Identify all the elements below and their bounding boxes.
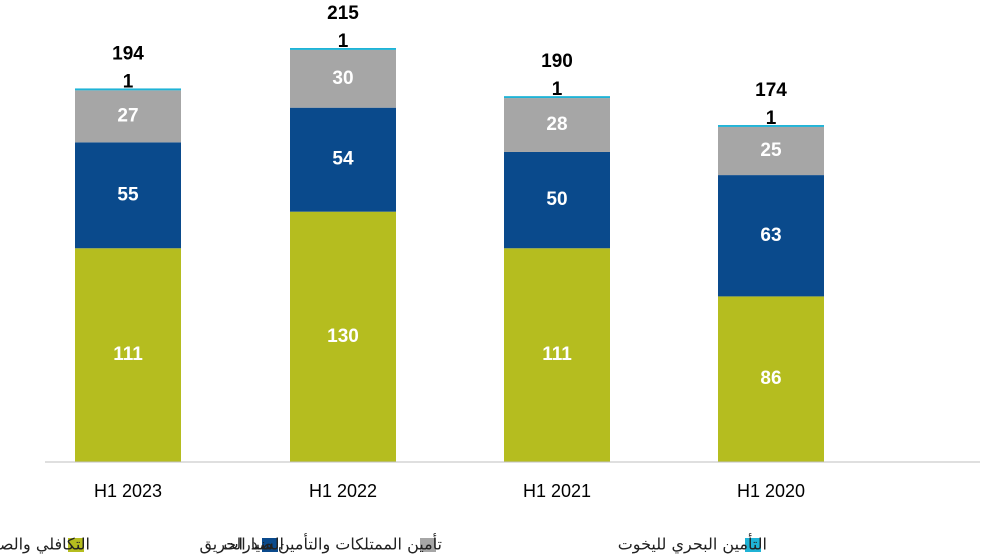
legend-label: التأمين البحري لليخوت — [618, 533, 767, 555]
bar-segment — [75, 90, 181, 143]
legend-swatch — [68, 538, 84, 552]
bar-segment — [290, 48, 396, 50]
total-label: 190 — [541, 51, 573, 72]
value-label: 27 — [117, 105, 138, 126]
legend-label: السيارات — [223, 535, 284, 555]
legend-swatch — [262, 538, 278, 552]
bar-segment — [75, 88, 181, 91]
bar-segment — [718, 175, 824, 297]
legend-swatch — [420, 538, 436, 552]
value-label: 50 — [546, 189, 567, 210]
bar-segment — [75, 142, 181, 249]
bar-segment — [718, 126, 824, 176]
bar-segment — [718, 296, 824, 462]
value-label: 1 — [338, 31, 349, 52]
value-label: 111 — [113, 344, 143, 365]
x-tick-label: H1 2021 — [523, 481, 591, 501]
value-label: 30 — [332, 68, 353, 89]
total-label: 194 — [112, 43, 144, 64]
x-tick-label: H1 2020 — [737, 481, 805, 501]
x-tick-label: H1 2022 — [309, 481, 377, 501]
value-label: 86 — [760, 368, 781, 389]
bar-segment — [290, 211, 396, 462]
value-label: 130 — [327, 326, 359, 347]
value-label: 1 — [552, 79, 563, 100]
x-tick-label: H1 2023 — [94, 481, 162, 501]
value-label: 1 — [766, 108, 777, 129]
bar-segment — [290, 49, 396, 108]
value-label: 63 — [760, 225, 781, 246]
value-label: 25 — [760, 140, 782, 161]
legend-swatch — [745, 538, 761, 552]
bar-segment — [290, 107, 396, 212]
value-label: 1 — [123, 71, 134, 92]
value-label: 55 — [117, 184, 139, 205]
value-label: 28 — [546, 114, 567, 135]
legend-label: تأمين الممتلكات والتأمين ضد الحريق — [199, 533, 442, 555]
total-label: 215 — [327, 3, 359, 24]
bar-segment — [75, 248, 181, 462]
total-label: 174 — [755, 80, 787, 101]
value-label: 111 — [542, 344, 572, 365]
value-label: 54 — [332, 149, 354, 170]
bar-segment — [718, 125, 824, 127]
bar-segment — [504, 248, 610, 462]
bar-segment — [504, 96, 610, 99]
bar-segment — [504, 151, 610, 249]
legend-label: التكافلي والصحي — [0, 535, 90, 555]
bar-segment — [504, 98, 610, 152]
